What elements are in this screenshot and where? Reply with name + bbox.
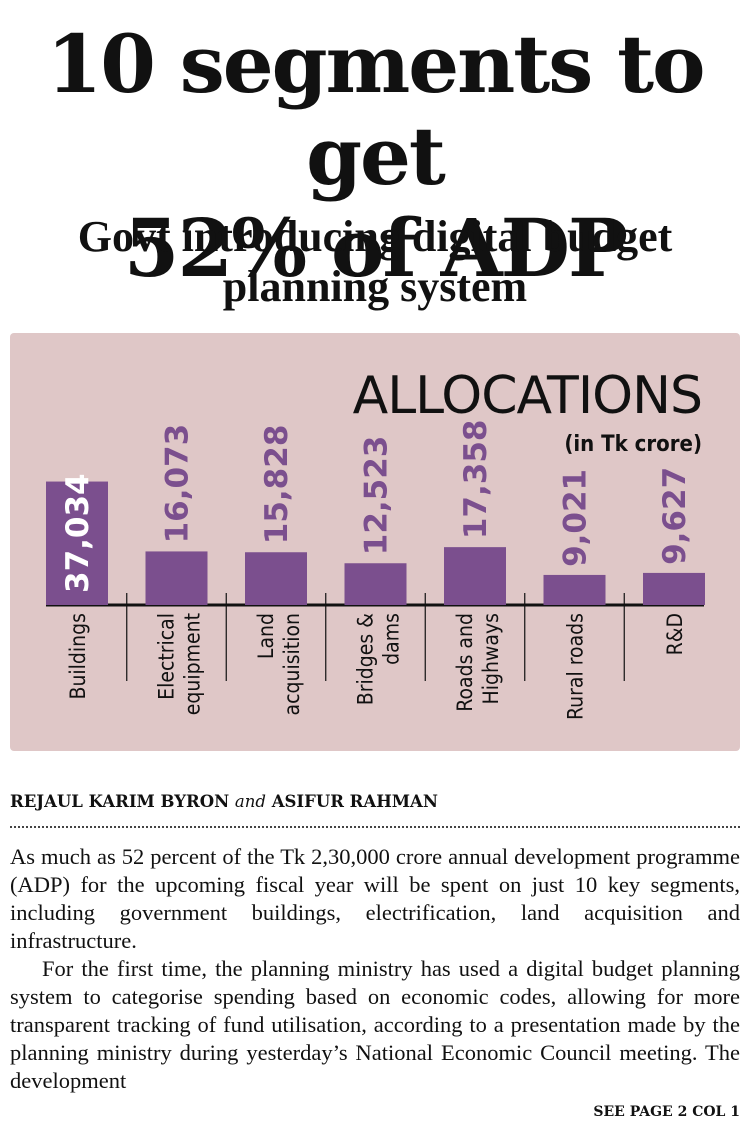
byline: REJAUL KARIM BYRON and ASIFUR RAHMAN — [10, 792, 438, 811]
bar-electrical-equipment — [145, 551, 208, 605]
subheadline: Govt introducing digital budget planning… — [0, 212, 750, 312]
bar-rural-roads — [543, 574, 606, 605]
category-label-rural-roads: Rural roads — [564, 613, 588, 720]
allocations-chart-panel: ALLOCATIONS (in Tk crore) 37,034 Building… — [10, 333, 740, 751]
value-label-roads-and-highways: 17,358 — [458, 419, 494, 539]
category-label-electrical-equipment: equipment — [181, 613, 205, 715]
value-label-rural-roads: 9,021 — [558, 469, 594, 567]
subheadline-line-1: Govt introducing digital budget — [77, 212, 673, 261]
headline-line-1: 10 segments to get — [46, 17, 706, 203]
bar-land-acquisition — [245, 552, 307, 605]
bar-r-d — [643, 572, 705, 605]
value-label-r-d: 9,627 — [657, 467, 693, 565]
allocations-chart: ALLOCATIONS (in Tk crore) 37,034 Building… — [46, 366, 705, 720]
bar-roads-and-highways — [444, 547, 506, 605]
category-label-roads-and-highways: Roads and — [453, 613, 477, 712]
byline-author-1: REJAUL KARIM BYRON — [10, 792, 230, 811]
category-label-land-acquisition: Land — [254, 613, 278, 659]
chart-title: ALLOCATIONS — [353, 366, 702, 426]
category-label-r-d: R&D — [663, 613, 687, 655]
chart-subtitle: (in Tk crore) — [564, 432, 702, 457]
category-label-electrical-equipment: Electrical — [155, 613, 179, 700]
value-label-land-acquisition: 15,828 — [259, 425, 295, 545]
category-label-land-acquisition: acquisition — [280, 613, 304, 715]
byline-and: and — [234, 792, 266, 811]
headline-line-2: 52% of ADP — [123, 201, 628, 295]
article-paragraph-1: As much as 52 percent of the Tk 2,30,000… — [10, 844, 740, 953]
value-label-bridges-dams: 12,523 — [359, 436, 395, 556]
byline-author-2: ASIFUR RAHMAN — [271, 792, 438, 811]
category-label-bridges-dams: Bridges & — [354, 613, 378, 705]
bars-group: 37,034 Buildings 16,073 Electrical equipment… — [46, 419, 705, 720]
value-label-buildings: 37,034 — [60, 473, 96, 593]
bar-buildings — [46, 481, 108, 605]
headline: 10 segments to get 52% of ADP — [0, 18, 750, 294]
category-label-bridges-dams: dams — [380, 613, 404, 665]
article-body: As much as 52 percent of the Tk 2,30,000… — [10, 843, 740, 1095]
category-label-buildings: Buildings — [66, 613, 90, 700]
continuation-note: SEE PAGE 2 COL 1 — [593, 1104, 740, 1120]
bar-bridges-dams — [344, 563, 407, 605]
subheadline-line-2: planning system — [222, 262, 528, 311]
byline-divider — [10, 826, 740, 828]
value-label-electrical-equipment: 16,073 — [160, 424, 196, 544]
category-label-roads-and-highways: Highways — [479, 613, 503, 705]
article-paragraph-2: For the first time, the planning ministr… — [10, 956, 740, 1093]
